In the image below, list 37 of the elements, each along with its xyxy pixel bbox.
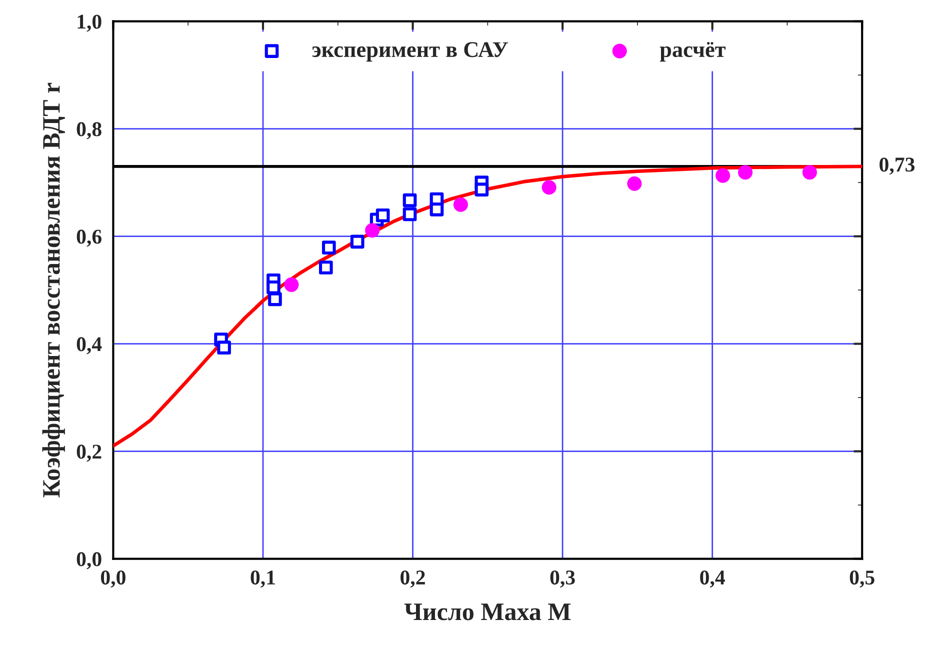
x-tick-label: 0,3	[550, 570, 575, 588]
x-axis-title: Число Маха M	[404, 604, 571, 620]
point	[453, 197, 468, 212]
y-tick-label: 0,0	[76, 552, 102, 570]
point	[542, 180, 556, 195]
y-tick-label: 0,6	[76, 230, 102, 247]
y-axis-title: Коэффициент восстановления ВДТ r	[42, 82, 65, 498]
point	[217, 340, 231, 354]
point	[627, 176, 642, 191]
y-tick-label: 1,0	[78, 14, 102, 32]
x-tick-label: 0,5	[850, 570, 874, 588]
point	[318, 260, 333, 274]
ref-line-label: 0,73	[880, 158, 915, 175]
point	[266, 280, 280, 294]
point	[802, 165, 817, 180]
x-tick-label: 0,2	[400, 570, 425, 588]
point	[474, 182, 489, 196]
y-tick-label: 0,2	[76, 444, 102, 462]
point	[738, 165, 753, 180]
legend-label: эксперимент в САУ	[312, 42, 508, 62]
point	[365, 223, 380, 238]
point	[716, 168, 730, 183]
y-tick-label: 0,8	[76, 122, 102, 140]
y-tick-label: 0,4	[76, 337, 102, 354]
point	[402, 193, 417, 208]
point	[322, 240, 336, 254]
line-series	[113, 164, 862, 448]
point	[268, 292, 282, 306]
x-tick-label: 0,4	[700, 570, 725, 588]
point	[284, 277, 299, 292]
point	[376, 208, 390, 222]
legend-label: расчёт	[660, 42, 726, 62]
x-tick-label: 0,0	[100, 570, 126, 588]
point	[402, 207, 417, 222]
x-tick-label: 0,1	[250, 570, 275, 588]
point	[350, 234, 364, 249]
point	[430, 202, 444, 216]
